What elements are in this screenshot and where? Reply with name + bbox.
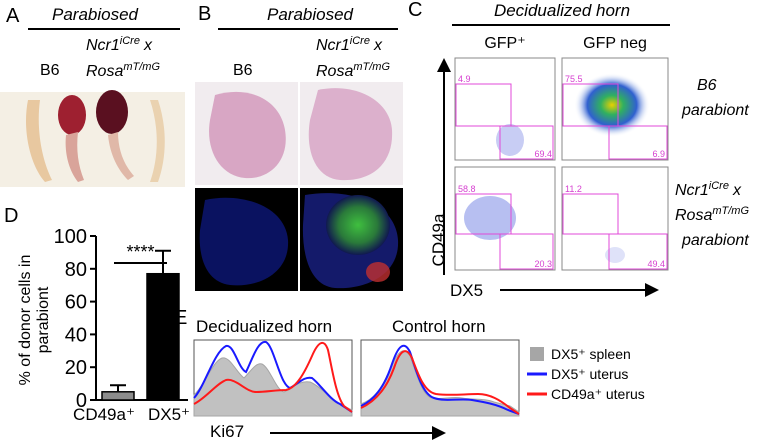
axis-label: CD49a bbox=[429, 213, 448, 266]
row-label: B6 bbox=[697, 77, 717, 94]
gate-percent: 69.4 bbox=[534, 149, 552, 159]
legend-label: DX5⁺ spleen bbox=[551, 346, 631, 362]
legend-label: DX5⁺ uterus bbox=[551, 366, 628, 382]
row-label: RosamT/mG bbox=[675, 205, 749, 224]
histogram-line bbox=[360, 350, 520, 415]
tissue bbox=[209, 91, 286, 179]
y-tick-label: 80 bbox=[65, 259, 87, 281]
panel-letter: E bbox=[174, 307, 187, 329]
gate-percent: 11.2 bbox=[565, 184, 582, 194]
axis-label: DX5 bbox=[450, 281, 483, 300]
bar bbox=[146, 272, 180, 401]
tissue bbox=[65, 132, 84, 182]
tissue bbox=[199, 197, 289, 286]
panel-letter: B bbox=[198, 3, 211, 25]
x-tick-label: DX5⁺ bbox=[148, 405, 190, 424]
histogram-line bbox=[193, 341, 353, 413]
arrow-head bbox=[645, 283, 659, 297]
gate bbox=[608, 233, 668, 270]
flow-plot bbox=[561, 166, 669, 271]
column-label: GFP neg bbox=[583, 35, 647, 52]
group-label: B6 bbox=[233, 62, 253, 79]
flow-events bbox=[605, 247, 625, 263]
y-tick-label: 0 bbox=[76, 390, 87, 412]
gate-percent: 75.5 bbox=[565, 74, 583, 84]
legend-swatch bbox=[530, 347, 544, 361]
gate bbox=[499, 125, 554, 160]
gate-percent: 6.9 bbox=[652, 149, 665, 159]
tissue bbox=[308, 88, 393, 181]
arrow-head bbox=[437, 58, 451, 72]
bar bbox=[101, 391, 135, 401]
gate bbox=[608, 125, 668, 160]
legend-label: CD49a⁺ uterus bbox=[551, 386, 645, 402]
gate-percent: 49.4 bbox=[647, 259, 665, 269]
gfp-signal bbox=[326, 195, 390, 255]
y-tick-label: 60 bbox=[65, 292, 87, 314]
axis-label: Ki67 bbox=[210, 422, 244, 441]
panel-c: C Decidualized horn GFP⁺ GFP neg 4.9 69.… bbox=[408, 0, 749, 300]
y-axis-label: % of donor cells in bbox=[17, 255, 34, 386]
histogram-area bbox=[193, 357, 353, 417]
tissue bbox=[25, 100, 52, 182]
y-axis-label: parabiont bbox=[35, 286, 52, 353]
histogram-line bbox=[360, 344, 520, 415]
panel-title: Parabiosed bbox=[267, 5, 354, 24]
tomato-signal bbox=[366, 262, 390, 282]
gate bbox=[562, 193, 619, 235]
x-tick-label: CD49a⁺ bbox=[73, 405, 135, 424]
gate-percent: 58.8 bbox=[458, 184, 476, 194]
legend: DX5⁺ spleen DX5⁺ uterus CD49a⁺ uterus bbox=[527, 346, 645, 402]
gate bbox=[455, 83, 512, 127]
tissue bbox=[108, 132, 134, 180]
gate-percent: 20.3 bbox=[534, 259, 552, 269]
flow-events bbox=[574, 73, 650, 137]
significance-label: **** bbox=[126, 242, 154, 262]
panel-a: A Parabiosed B6 Ncr1iCre x RosamT/mG bbox=[0, 5, 185, 187]
row-label: parabiont bbox=[681, 232, 749, 249]
gate-percent: 4.9 bbox=[458, 74, 471, 84]
arrow-head bbox=[432, 426, 446, 440]
y-tick-label: 100 bbox=[54, 226, 87, 248]
group-label: Ncr1iCre x bbox=[316, 35, 383, 54]
flow-events bbox=[464, 196, 516, 240]
panel-title: Decidualized horn bbox=[494, 1, 630, 20]
tissue bbox=[58, 95, 86, 135]
panel-letter: A bbox=[6, 5, 20, 27]
panel-e: E Decidualized horn Control horn DX5⁺ sp… bbox=[174, 307, 645, 441]
panel-title: Parabiosed bbox=[52, 5, 139, 24]
tissue bbox=[150, 100, 165, 182]
row-label: parabiont bbox=[681, 102, 749, 119]
column-label: GFP⁺ bbox=[484, 35, 525, 52]
histogram-title: Control horn bbox=[392, 317, 486, 336]
gate bbox=[562, 83, 619, 127]
gate bbox=[499, 233, 554, 270]
panel-d: D % of donor cells in parabiont 0 20 40 60 8… bbox=[4, 205, 190, 424]
group-label: RosamT/mG bbox=[316, 61, 390, 80]
group-label: Ncr1iCre x bbox=[86, 35, 153, 54]
flow-events bbox=[496, 124, 524, 156]
panel-letter: D bbox=[4, 205, 18, 227]
flow-plot bbox=[454, 166, 556, 271]
gate bbox=[455, 193, 512, 235]
tissue bbox=[96, 90, 128, 134]
flow-plot bbox=[454, 57, 556, 161]
y-tick-label: 40 bbox=[65, 324, 87, 346]
panel-letter: C bbox=[408, 0, 422, 21]
histogram-title: Decidualized horn bbox=[196, 317, 332, 336]
row-label: Ncr1iCre x bbox=[675, 180, 742, 199]
y-tick-label: 20 bbox=[65, 357, 87, 379]
histogram-line bbox=[193, 340, 353, 413]
group-label: RosamT/mG bbox=[86, 61, 160, 80]
panel-b: B Parabiosed B6 Ncr1iCre x RosamT/mG bbox=[195, 3, 403, 291]
group-label: B6 bbox=[40, 62, 60, 79]
